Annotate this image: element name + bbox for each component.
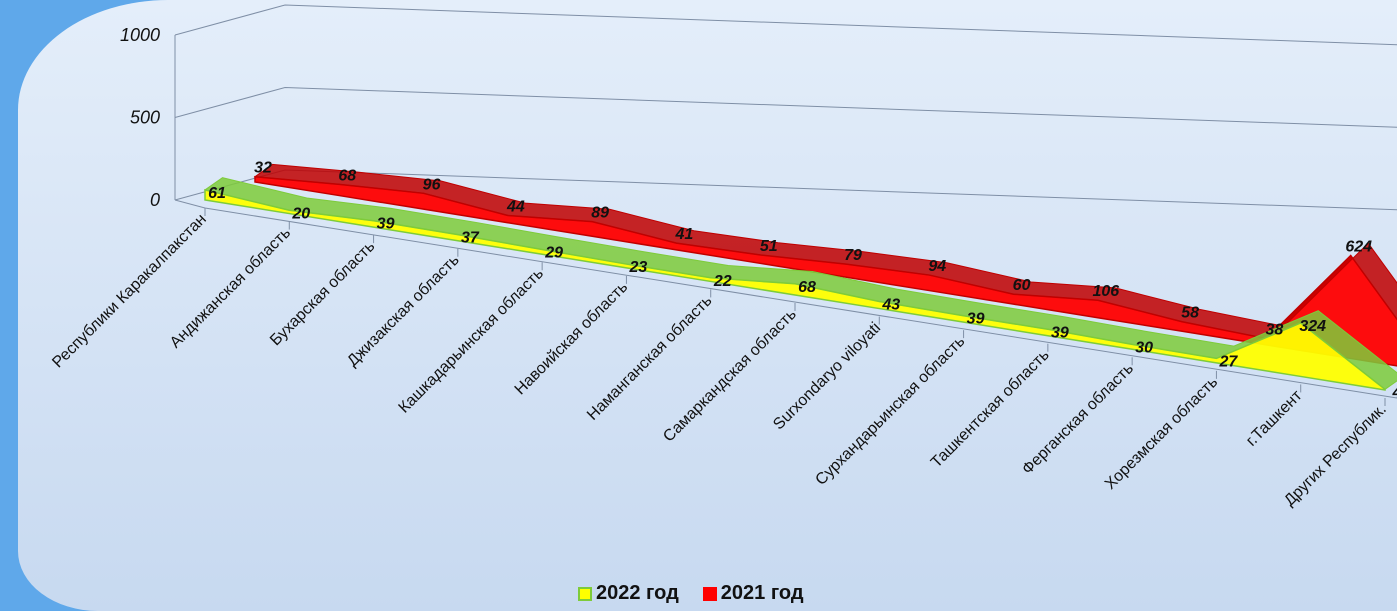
data-label-2022: 37 [461, 230, 480, 247]
x-tick-label: Бухарская область [267, 238, 378, 349]
data-label-2021: 106 [1093, 283, 1120, 300]
legend-label-2021: 2021 год [720, 582, 804, 604]
data-label-2022: 61 [208, 185, 226, 202]
x-tick-label: Других Республик. [1281, 401, 1390, 510]
legend-swatch-2021 [702, 586, 717, 601]
floor-line [174, 199, 1397, 399]
data-label-2021: 60 [1013, 277, 1031, 294]
data-label-2022: 324 [1299, 318, 1326, 335]
legend-swatch-2022 [578, 586, 592, 601]
data-label-2021: 624 [1345, 238, 1372, 255]
legend: 2022 год 2021 год [578, 582, 804, 605]
data-label-2022: 4 [1392, 384, 1397, 401]
x-tick-label: Джизакская область [344, 252, 462, 370]
x-tick-label: Ферганская область [1019, 360, 1137, 478]
data-label-2022: 43 [881, 296, 900, 313]
x-tick-label: Республики Каракалпакстан [49, 211, 210, 372]
data-label-2022: 39 [377, 216, 395, 233]
series-ribbon [253, 163, 1397, 340]
data-label-2022: 30 [1135, 339, 1153, 356]
series-ribbon [203, 177, 1397, 390]
gridline [174, 86, 1397, 128]
data-label-2022: 29 [544, 245, 563, 262]
data-label-2021: 68 [338, 167, 356, 184]
data-label-2022: 22 [713, 273, 732, 290]
data-label-2022: 68 [798, 279, 816, 296]
y-axis-ticks: 0 500 1000 [120, 25, 160, 210]
data-label-2021: 89 [591, 205, 609, 222]
x-tick-label: Хорезмская область [1102, 374, 1221, 493]
legend-item-2021: 2021 год [702, 582, 804, 605]
data-label-2021: 32 [254, 160, 272, 177]
x-tick-label: Навоийская область [512, 279, 632, 399]
data-label-2021: 41 [675, 226, 694, 243]
data-label-2021: 58 [1181, 305, 1199, 322]
data-label-2022: 39 [1051, 324, 1069, 341]
y-tick-label: 0 [150, 190, 160, 210]
gridlines [174, 4, 1397, 399]
data-label-2021: 44 [506, 198, 525, 215]
legend-label-2022: 2022 год [596, 582, 679, 604]
data-label-2022: 39 [967, 311, 985, 328]
x-tick-label: г.Ташкент [1243, 387, 1306, 450]
series-2022 [203, 177, 1397, 391]
legend-item-2022: 2022 год [578, 582, 679, 605]
data-label-2022: 27 [1219, 353, 1239, 370]
data-label-2022: 23 [629, 259, 648, 276]
data-label-2021: 51 [760, 238, 778, 255]
data-label-2021: 96 [423, 176, 441, 193]
gridline [174, 4, 1397, 46]
data-labels: 3268964489415179946010658386242612039372… [208, 160, 1397, 402]
data-label-2022: 20 [291, 205, 310, 222]
y-tick-label: 500 [130, 108, 160, 128]
x-tick-label: Surxondaryo viloyati [770, 319, 884, 433]
data-label-2021: 38 [1266, 322, 1284, 339]
data-label-2021: 79 [844, 247, 862, 264]
series-2021 [253, 163, 1397, 367]
data-label-2021: 94 [928, 258, 946, 275]
y-tick-label: 1000 [120, 25, 160, 45]
